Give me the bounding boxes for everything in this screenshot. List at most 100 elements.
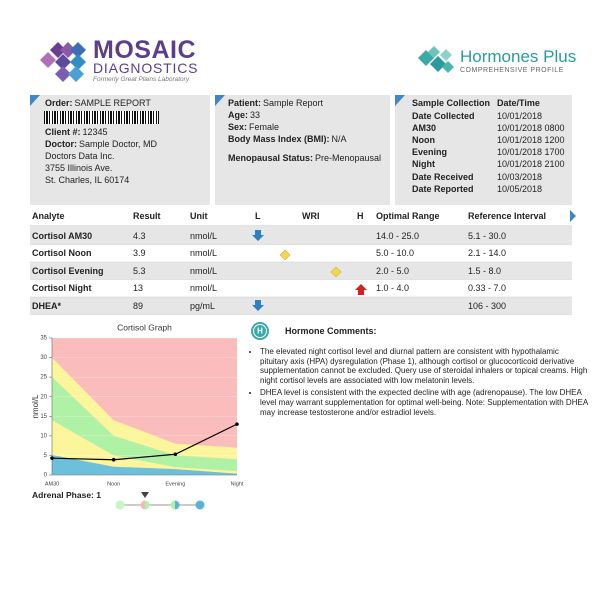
x-tick-label: Night (231, 481, 244, 487)
chart-title: Cortisol Graph (117, 322, 172, 332)
y-tick-label: 20 (40, 394, 47, 400)
cell-optimal: 14.0 - 25.0 (376, 230, 420, 241)
age: Age: 33 (228, 110, 260, 120)
age-value: 33 (250, 110, 261, 120)
age-label: Age: (228, 110, 248, 120)
column-header: WRI (302, 211, 320, 221)
band-below (52, 455, 237, 475)
column-header: Result (133, 211, 161, 221)
low-arrow (252, 230, 264, 241)
cell-analyte: Cortisol Noon (32, 248, 92, 258)
column-header: L (255, 211, 261, 221)
band-reference-high (52, 357, 237, 460)
cortisol-point (235, 422, 239, 426)
wri-diamond (330, 266, 342, 278)
brand-note: Formerly Great Plains Laboratory (93, 76, 190, 83)
collection-label: Night (412, 159, 435, 170)
collection-label: Date Received (412, 171, 474, 182)
cell-reference: 106 - 300 (468, 300, 507, 311)
collection-value: 10/01/2018 (497, 110, 543, 121)
box-marker (30, 95, 40, 106)
collection-label: Date Collected (412, 110, 475, 121)
band-optimal (52, 377, 237, 472)
menopausal: Menopausal Status: Pre-Menopausal (228, 153, 381, 163)
product-sub: COMPREHENSIVE PROFILE (460, 67, 564, 74)
y-axis-label: nmol/L (31, 394, 40, 419)
table-row (30, 227, 572, 245)
collection-label: AM30 (412, 122, 437, 133)
patient-box (215, 95, 390, 205)
doctor: Doctor: Sample Doctor, MD (45, 139, 157, 149)
column-header: Reference Interval (468, 211, 547, 221)
collection-label: Date Reported (412, 183, 474, 194)
collection-value: 10/01/2018 1700 (497, 147, 565, 158)
collection-value: 10/05/2018 (497, 183, 543, 194)
y-tick-label: 25 (40, 375, 47, 381)
svg-text:H: H (257, 327, 263, 336)
order: Order: SAMPLE REPORT (45, 98, 151, 108)
collection-label: Noon (412, 134, 435, 145)
indicator-icons (252, 230, 367, 311)
address-line: 3755 Illinois Ave. (45, 163, 113, 173)
bmi-label: Body Mass Index (BMI): (228, 134, 330, 144)
cell-result: 5.3 (133, 265, 146, 276)
cell-analyte: Cortisol Evening (32, 265, 104, 276)
cell-result: 13 (133, 283, 144, 293)
y-tick-label: 10 (40, 433, 47, 439)
y-tick-label: 0 (44, 473, 48, 479)
band-reference-low (52, 420, 237, 474)
cortisol-point (50, 456, 54, 460)
comments-list: The elevated night cortisol level and di… (250, 347, 588, 420)
x-tick-label: Evening (165, 481, 185, 487)
column-header: H (357, 211, 364, 221)
doctor-label: Doctor: (45, 139, 77, 149)
collection-value: 10/03/2018 (497, 171, 543, 182)
barcode (44, 111, 159, 124)
cell-unit: nmol/L (190, 283, 218, 293)
cell-analyte: Cortisol AM30 (32, 230, 93, 241)
hormones-logo (418, 46, 454, 73)
y-tick-label: 30 (40, 355, 47, 361)
mosaic-logo (40, 42, 86, 82)
comment: The elevated night cortisol level and di… (260, 347, 588, 385)
patient: Patient: Sample Report (228, 98, 323, 108)
low-arrow (252, 300, 264, 311)
comments-title: Hormone Comments: (285, 326, 377, 336)
cell-optimal: 2.0 - 5.0 (376, 265, 410, 276)
column-header: Analyte (32, 211, 65, 221)
collection-label: Evening (412, 147, 448, 158)
cell-unit: nmol/L (190, 230, 218, 241)
collection-value: 10/01/2018 1200 (497, 134, 565, 145)
cell-reference: 0.33 - 7.0 (468, 283, 507, 293)
collection-value: 10/01/2018 2100 (497, 159, 565, 170)
y-tick-label: 15 (40, 414, 47, 420)
brand-sub: DIAGNOSTICS (93, 60, 199, 76)
order-value: SAMPLE REPORT (74, 98, 151, 108)
x-tick-label: AM30 (45, 481, 59, 487)
comment: DHEA level is consistent with the expect… (260, 388, 588, 417)
collection-header: Sample Collection (412, 98, 491, 108)
comments-icon: H (251, 322, 269, 340)
sex: Sex: Female (228, 122, 279, 132)
y-tick-label: 5 (44, 453, 48, 459)
order-label: Order: (45, 98, 73, 108)
cell-result: 3.9 (133, 248, 146, 258)
cell-unit: nmol/L (190, 248, 218, 258)
bmi: Body Mass Index (BMI): N/A (228, 134, 347, 144)
address-line: St. Charles, IL 60174 (45, 175, 130, 185)
table-row (30, 244, 572, 262)
client: Client #: 12345 (45, 127, 108, 137)
cell-optimal: 5.0 - 10.0 (376, 248, 415, 258)
brand: MOSAIC (93, 36, 196, 64)
product: Hormones Plus (460, 47, 577, 66)
cell-optimal: 1.0 - 4.0 (376, 283, 410, 293)
patient-value: Sample Report (263, 98, 324, 108)
cell-result: 4.3 (133, 230, 146, 241)
y-tick-label: 35 (40, 336, 47, 342)
cell-unit: pg/mL (190, 300, 216, 311)
wri-diamond (279, 249, 291, 261)
cortisol-line (51, 423, 238, 461)
box-marker (395, 95, 405, 106)
table-row (30, 262, 572, 280)
cortisol-point (173, 452, 178, 457)
